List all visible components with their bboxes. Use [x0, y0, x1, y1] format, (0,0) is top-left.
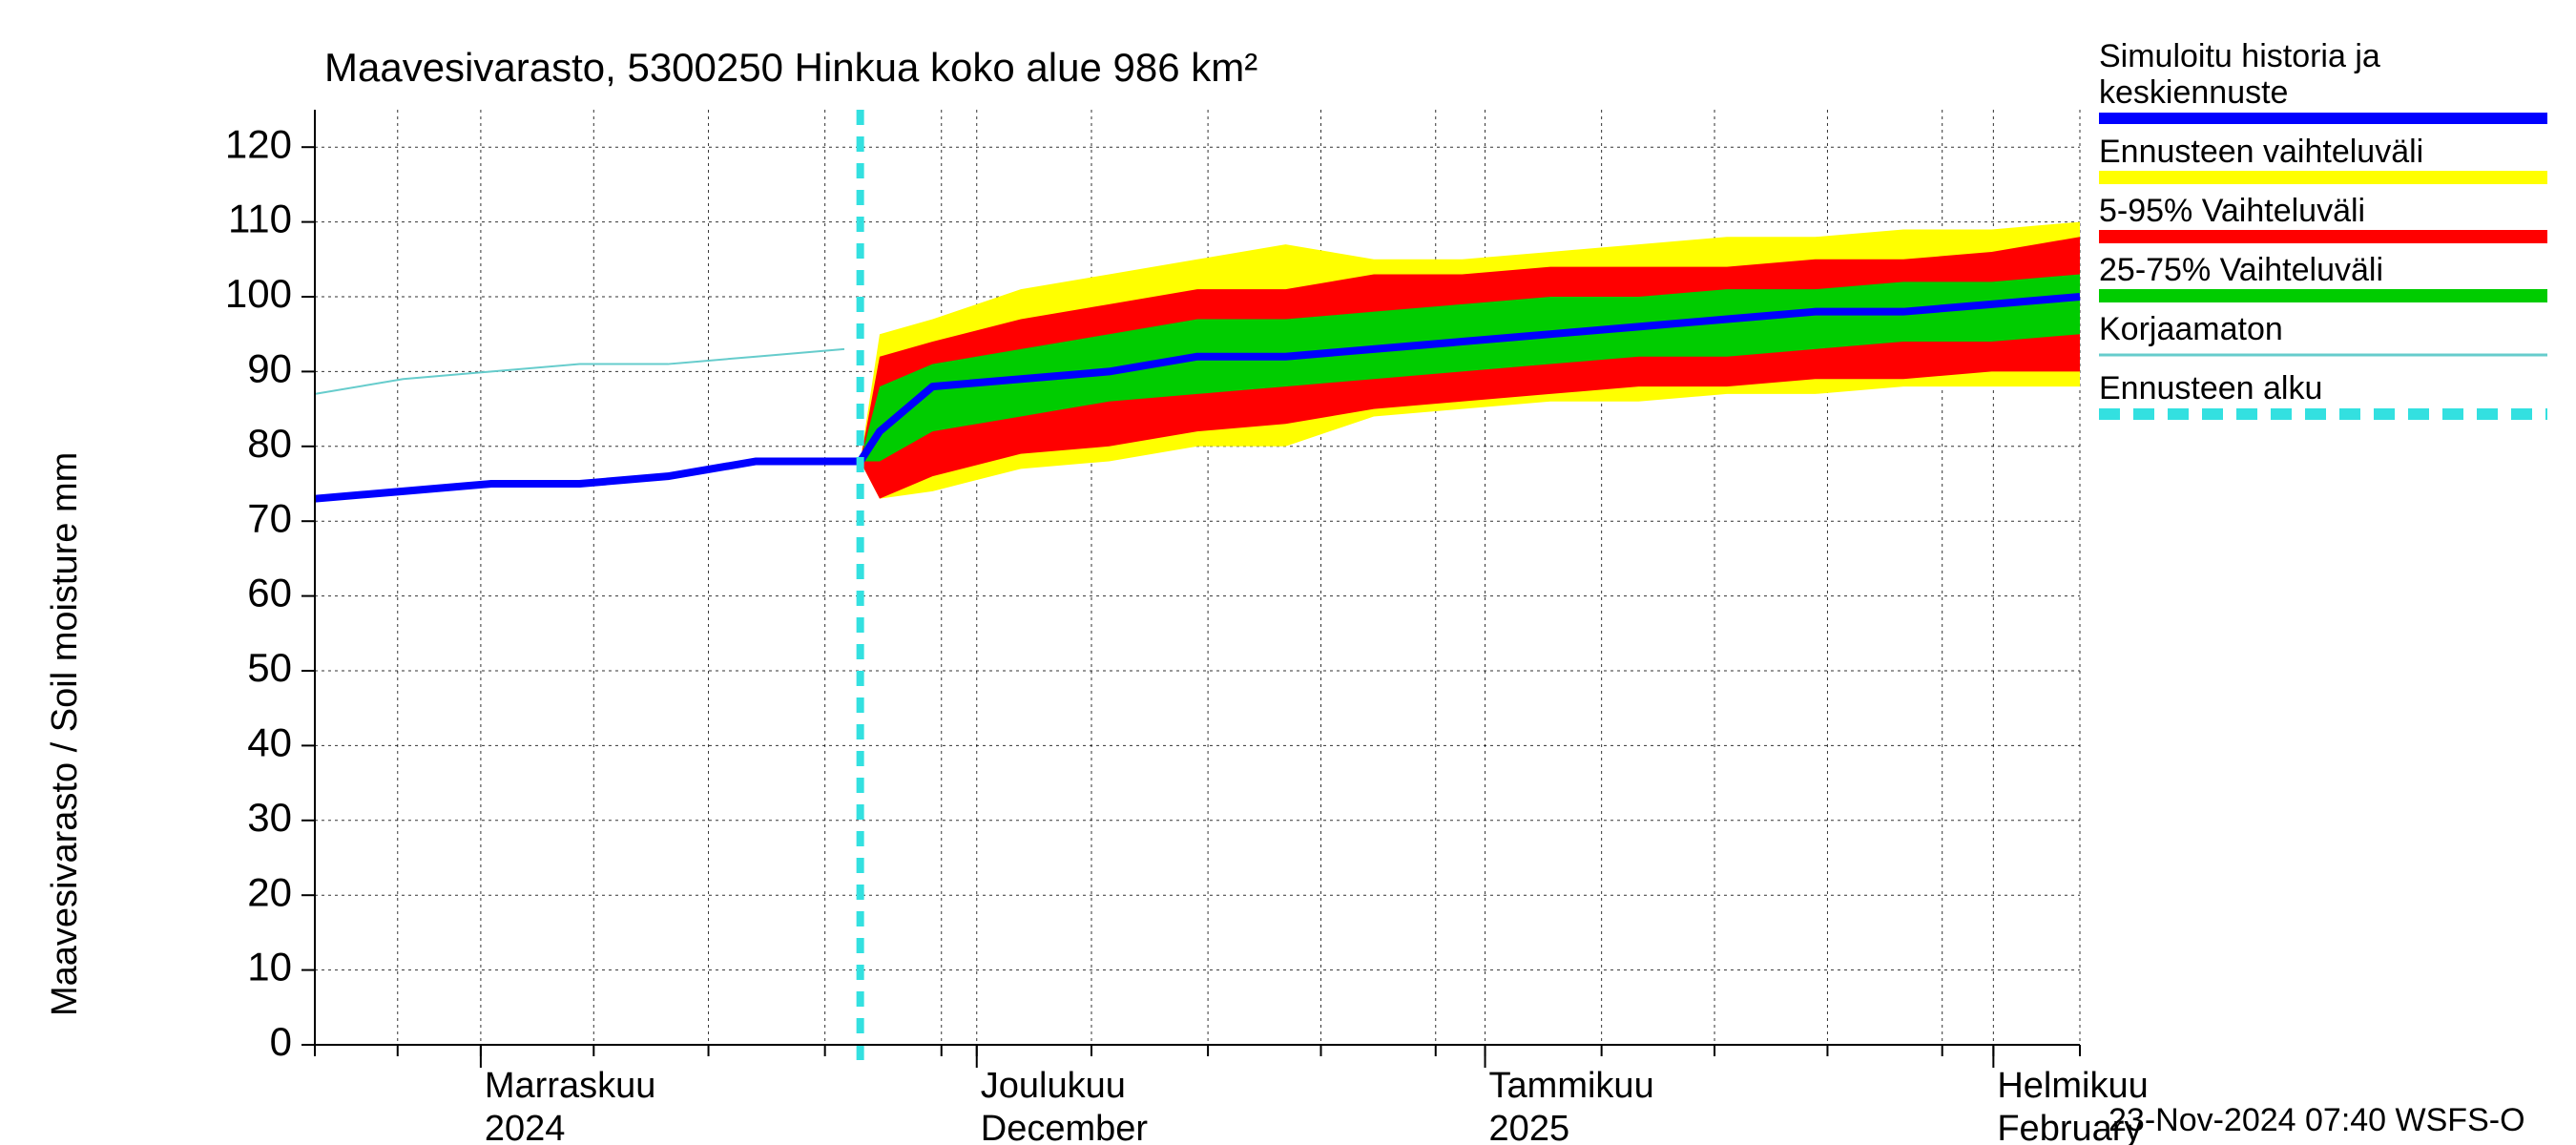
- x-month-sub: 2025: [1489, 1109, 1570, 1145]
- legend-label: Simuloitu historia ja: [2099, 38, 2380, 74]
- y-tick-label: 80: [247, 421, 292, 466]
- y-tick-label: 50: [247, 645, 292, 690]
- chart-svg: 0102030405060708090100110120Marraskuu202…: [0, 0, 2576, 1145]
- x-month-label: Helmikuu: [1997, 1066, 2148, 1106]
- y-tick-label: 110: [228, 197, 292, 241]
- x-month-label: Marraskuu: [485, 1066, 656, 1106]
- legend: Simuloitu historia jakeskiennuste Ennuste…: [2099, 38, 2547, 414]
- legend-label: Korjaamaton: [2099, 311, 2283, 347]
- y-tick-label: 90: [247, 345, 292, 390]
- x-month-label: Joulukuu: [981, 1066, 1126, 1106]
- x-month-sub: December: [981, 1109, 1149, 1145]
- y-tick-label: 10: [247, 945, 292, 989]
- legend-label: Ennusteen alku: [2099, 370, 2322, 406]
- y-tick-label: 60: [247, 571, 292, 615]
- data-bands: [315, 110, 2080, 1064]
- y-axis-label: Maavesivarasto / Soil moisture mm: [45, 452, 85, 1016]
- y-tick-label: 100: [225, 271, 292, 316]
- legend-label: 25-75% Vaihteluväli: [2099, 252, 2383, 288]
- x-month-sub: 2024: [485, 1109, 566, 1145]
- y-tick-label: 20: [247, 869, 292, 914]
- x-month-label: Tammikuu: [1489, 1066, 1654, 1106]
- soil-moisture-chart: 0102030405060708090100110120Marraskuu202…: [0, 0, 2576, 1145]
- footer-timestamp: 23-Nov-2024 07:40 WSFS-O: [2109, 1102, 2525, 1138]
- chart-title: Maavesivarasto, 5300250 Hinkua koko alue…: [324, 45, 1257, 90]
- y-tick-label: 30: [247, 795, 292, 840]
- legend-label: 5-95% Vaihteluväli: [2099, 193, 2365, 229]
- y-tick-label: 70: [247, 495, 292, 540]
- y-tick-label: 40: [247, 719, 292, 764]
- legend-label: Ennusteen vaihteluväli: [2099, 134, 2423, 170]
- y-tick-label: 0: [270, 1019, 292, 1064]
- y-tick-label: 120: [225, 121, 292, 166]
- legend-label: keskiennuste: [2099, 74, 2288, 111]
